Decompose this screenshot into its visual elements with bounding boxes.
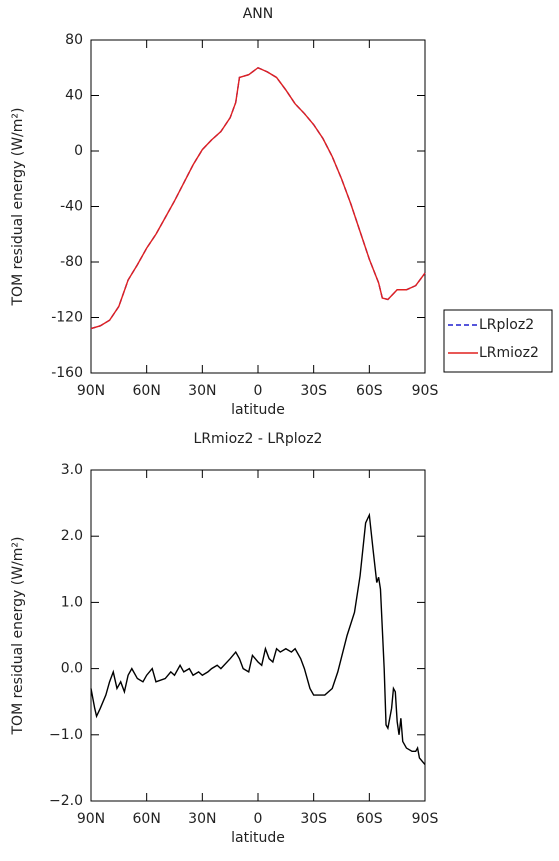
x-tick-label: 90S [412, 811, 439, 827]
y-tick-label: −2.0 [49, 793, 83, 809]
x-axis-label: latitude [231, 402, 285, 418]
data-line [90, 512, 426, 766]
x-tick-label: 90S [412, 383, 439, 399]
x-tick-label: 60S [356, 811, 383, 827]
y-axis-label: TOM residual energy (W/m²) [10, 108, 26, 307]
x-tick-label: 60S [356, 383, 383, 399]
legend-label: LRploz2 [479, 317, 534, 333]
data-line [90, 66, 426, 330]
x-axis-label: latitude [231, 830, 285, 846]
legend-box [443, 309, 553, 373]
x-tick-label: 30S [300, 383, 327, 399]
chart-title: LRmioz2 - LRploz2 [194, 431, 323, 447]
y-tick-label: -80 [60, 254, 83, 270]
y-tick-label: 40 [65, 88, 83, 104]
x-tick-label: 90N [77, 811, 105, 827]
x-tick-label: 30S [300, 811, 327, 827]
y-tick-label: 0 [74, 143, 83, 159]
y-axis-label: TOM residual energy (W/m²) [10, 537, 26, 736]
y-tick-label: -120 [51, 310, 83, 326]
x-tick-label: 0 [254, 383, 263, 399]
y-tick-label: 1.0 [61, 594, 83, 610]
y-tick-label: -40 [60, 199, 83, 215]
y-tick-label: 80 [65, 32, 83, 48]
y-tick-label: -160 [51, 365, 83, 381]
chart-title: ANN [243, 6, 274, 22]
x-tick-label: 90N [77, 383, 105, 399]
y-tick-label: −1.0 [49, 727, 83, 743]
x-tick-label: 30N [188, 811, 216, 827]
data-line [90, 66, 426, 330]
x-tick-label: 60N [133, 383, 161, 399]
legend-label: LRmioz2 [479, 345, 539, 361]
y-tick-label: 2.0 [61, 528, 83, 544]
x-tick-label: 60N [133, 811, 161, 827]
x-tick-label: 0 [254, 811, 263, 827]
plot-frame [90, 39, 426, 374]
y-tick-label: 3.0 [61, 462, 83, 478]
plot-frame [90, 469, 426, 802]
x-tick-label: 30N [188, 383, 216, 399]
y-tick-label: 0.0 [61, 661, 83, 677]
